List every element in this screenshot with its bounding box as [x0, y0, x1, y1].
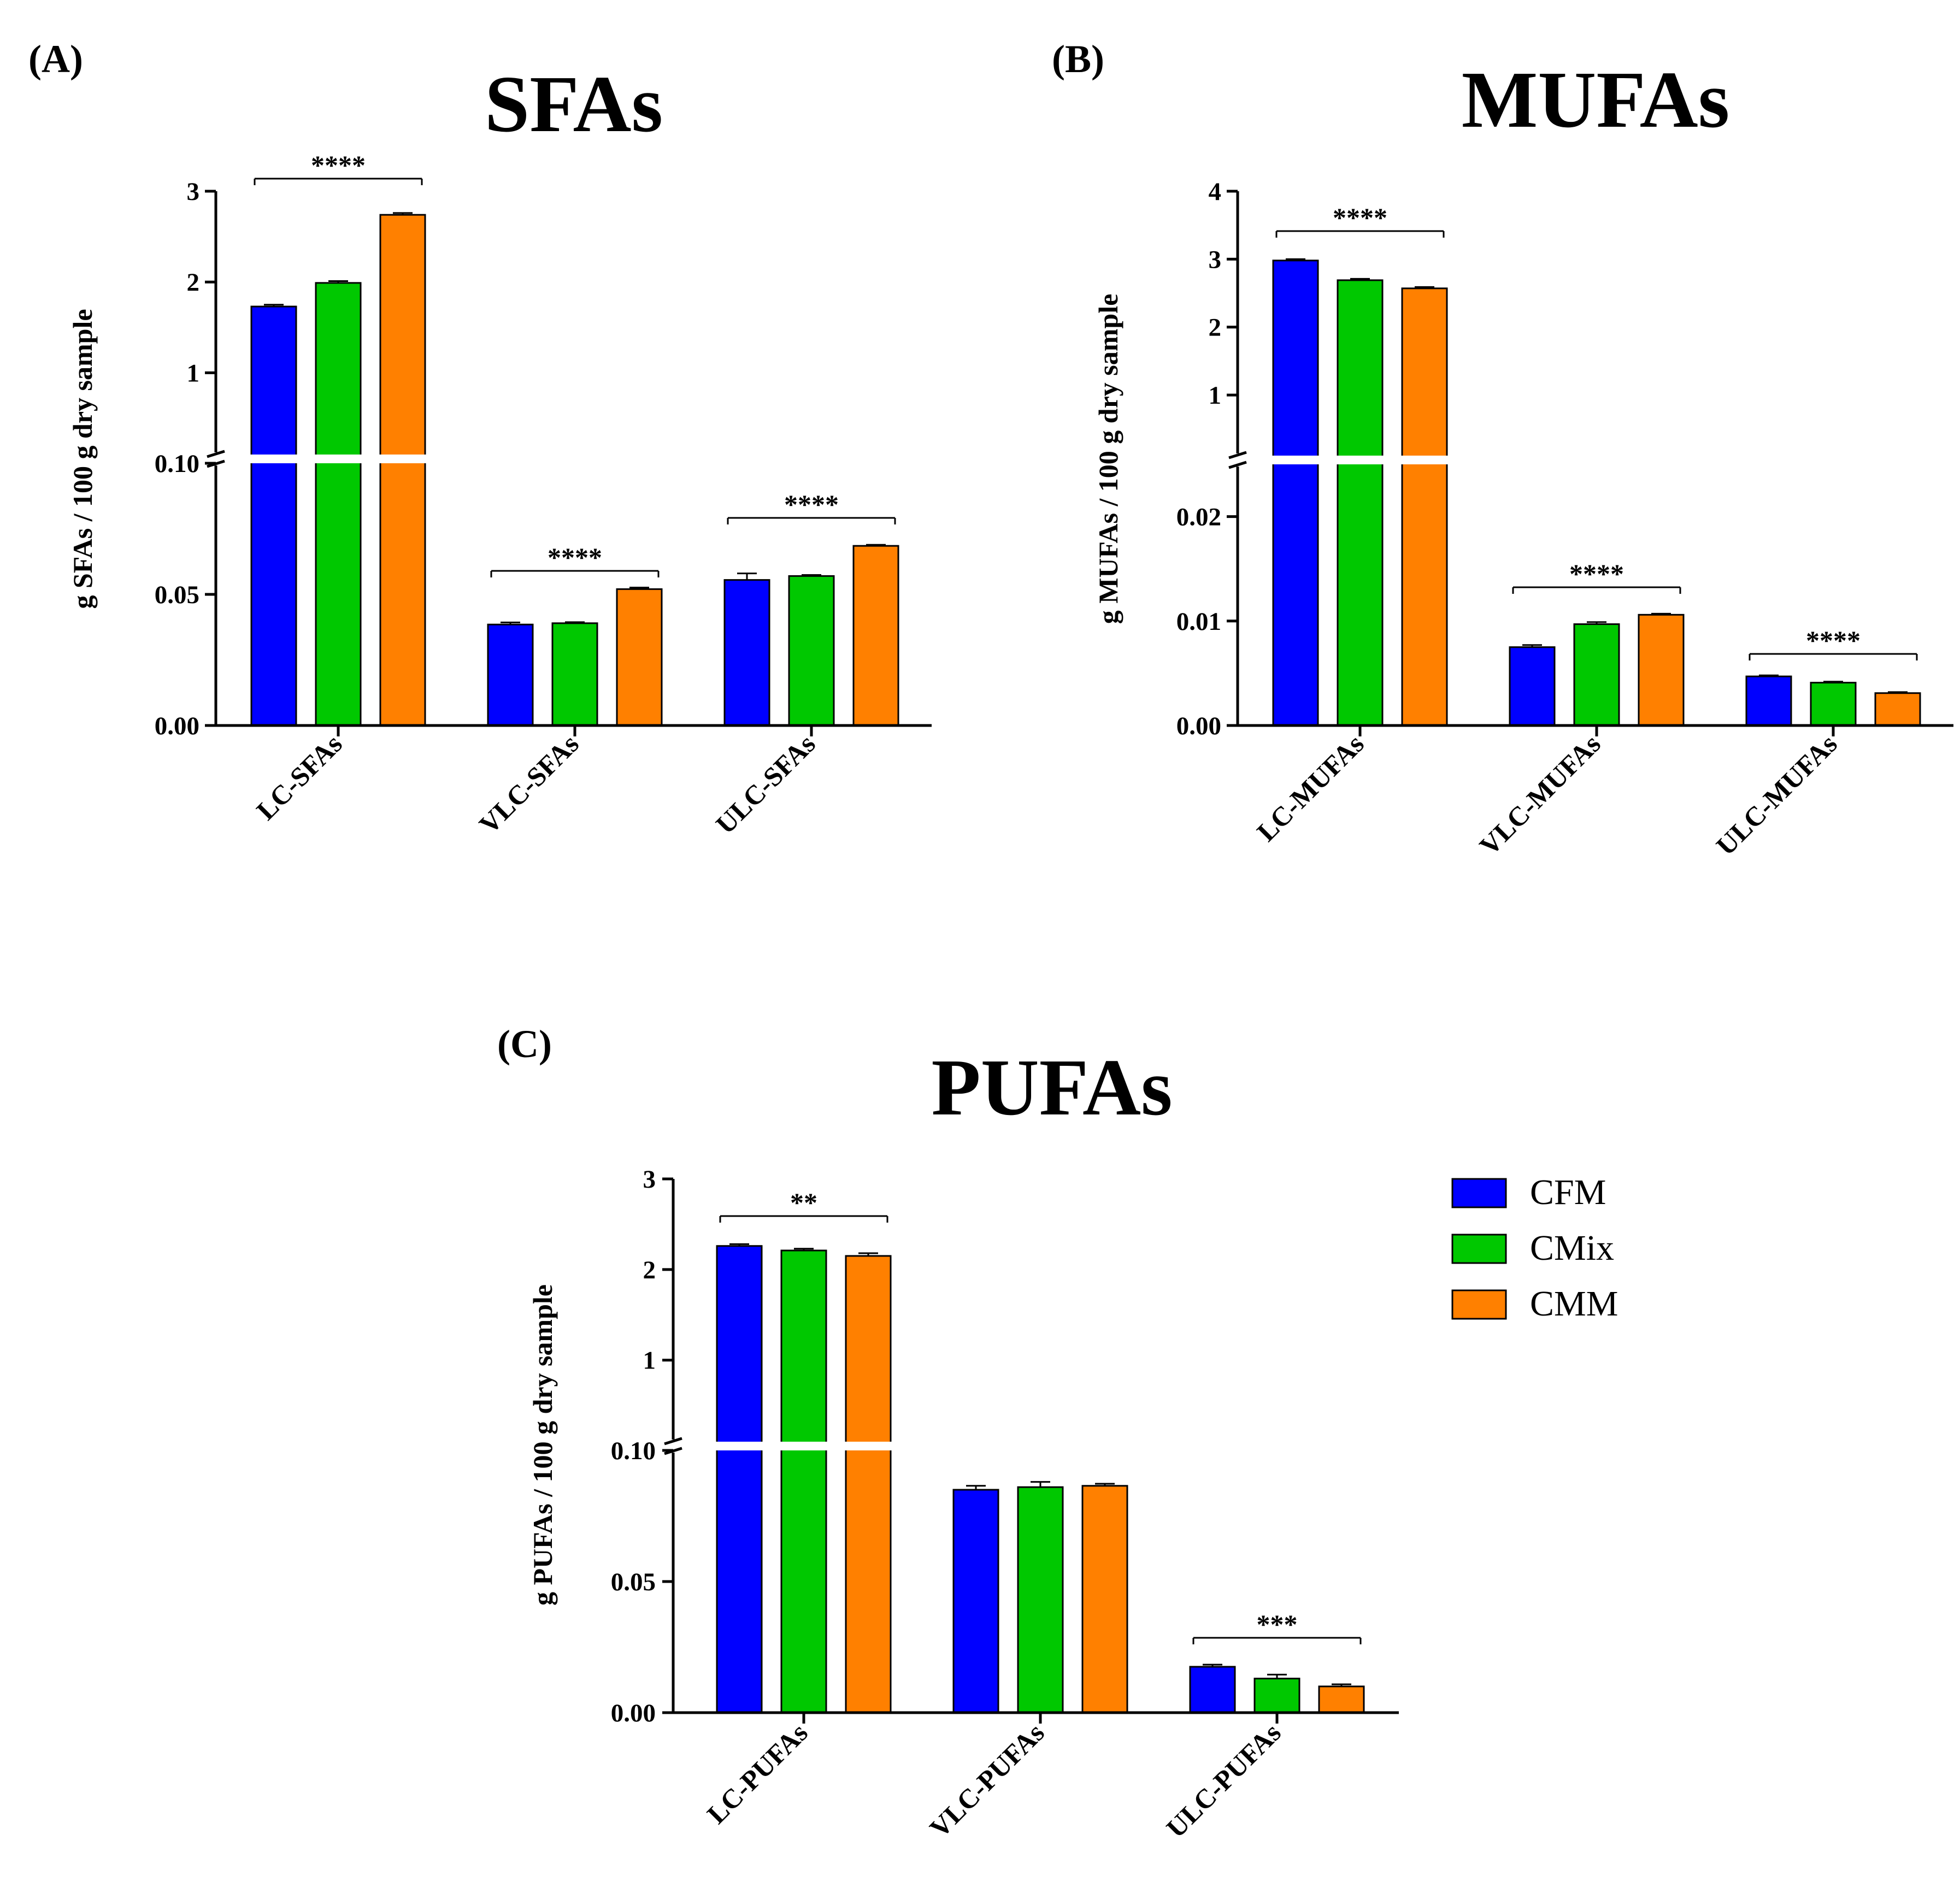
bar-cmm-ulc-sfas [852, 545, 899, 727]
y-tick-label: 0.10 [155, 450, 199, 478]
significance-stars: **** [784, 489, 839, 520]
bar-cmm-vlc-mufas [1638, 613, 1685, 727]
axis-break-gap [684, 1442, 1399, 1450]
bar-cmix-vlc-mufas [1573, 623, 1620, 727]
bar-cmm-ulc-pufas [1318, 1685, 1365, 1714]
bar-cfm-ulc-sfas [723, 579, 770, 727]
x-tick-label: ULC-PUFAs [1160, 1717, 1286, 1843]
panel-label: (C) [497, 1022, 552, 1066]
y-tick-label: 1 [187, 359, 200, 387]
legend: CFM CMix CMM [1451, 1172, 1618, 1324]
panel-label: (B) [1052, 37, 1104, 81]
y-tick-label: 1 [1209, 381, 1222, 410]
chart-panel-mufas: (B) MUFAs g MUFAs / 100 g dry sample 0.00 0.… [1052, 37, 1953, 861]
legend-swatch-cmix [1451, 1234, 1507, 1264]
legend-swatch-cfm [1451, 1178, 1507, 1208]
significance-stars: **** [1333, 202, 1387, 233]
y-tick-label: 3 [187, 178, 200, 206]
axis-break-mark-lower [1228, 461, 1247, 469]
bar-cmm-ulc-mufas [1874, 692, 1921, 727]
chart-title: MUFAs [1462, 55, 1729, 145]
chart-title: SFAs [485, 60, 663, 149]
legend-swatch-cmm [1451, 1289, 1507, 1320]
y-tick-label: 2 [187, 268, 200, 297]
y-tick-label: 0.00 [611, 1699, 656, 1727]
bar-cmix-ulc-pufas [1253, 1678, 1300, 1714]
y-tick-label: 3 [643, 1165, 656, 1194]
x-tick-label: LC-PUFAs [701, 1717, 814, 1830]
y-tick-label: 0.05 [155, 581, 199, 609]
bar-cmix-vlc-pufas [1017, 1486, 1064, 1714]
chart-panel-sfas: (A) SFAs g SFAs / 100 g dry sample 0.00 0.05… [28, 37, 932, 840]
bar-cfm-vlc-mufas [1509, 646, 1556, 727]
bar-cfm-lc-sfas [250, 305, 297, 727]
axis-break-mark-upper [664, 1437, 682, 1446]
bar-cmix-vlc-sfas [551, 622, 598, 727]
significance-stars: **** [1569, 558, 1624, 589]
y-tick-label: 0.02 [1176, 503, 1221, 532]
significance-stars: **** [1806, 625, 1861, 656]
y-tick-label: 0.05 [611, 1568, 656, 1596]
bar-cmm-lc-sfas [379, 214, 426, 727]
bar-cfm-lc-mufas [1272, 259, 1319, 727]
y-tick-label: 2 [643, 1256, 656, 1284]
y-tick-label: 0.00 [1176, 712, 1221, 740]
y-tick-label: 2 [1209, 314, 1222, 342]
bar-cmix-ulc-mufas [1810, 682, 1857, 727]
x-tick-label: VLC-SFAs [473, 728, 585, 840]
chart-panel-pufas: (C) PUFAs g PUFAs / 100 g dry sample 0.00 0.… [497, 1022, 1399, 1844]
bar-cfm-lc-pufas [716, 1245, 763, 1714]
axis-break-mark-upper [207, 450, 225, 458]
y-tick-label: 3 [1209, 245, 1222, 274]
x-tick-label: VLC-MUFAs [1474, 728, 1606, 861]
y-tick-label: 1 [643, 1347, 656, 1375]
x-tick-label: LC-SFAs [250, 728, 348, 825]
y-tick-label: 4 [1209, 178, 1222, 206]
chart-title: PUFAs [931, 1043, 1172, 1132]
bar-cmix-lc-sfas [315, 282, 362, 727]
bar-cfm-vlc-sfas [487, 623, 534, 727]
bar-cfm-ulc-pufas [1189, 1666, 1236, 1714]
x-tick-label: LC-MUFAs [1251, 728, 1370, 847]
legend-label-cmix: CMix [1530, 1228, 1614, 1268]
y-axis-label: g MUFAs / 100 g dry sample [1093, 294, 1123, 624]
axis-break-gap [227, 455, 932, 463]
x-tick-label: ULC-SFAs [710, 728, 821, 840]
bar-cmm-lc-pufas [845, 1255, 892, 1714]
legend-label-cmm: CMM [1530, 1284, 1618, 1324]
bar-cmix-lc-mufas [1337, 279, 1384, 727]
bar-cmix-lc-pufas [780, 1249, 827, 1714]
panel-label: (A) [28, 37, 83, 81]
axis-break-gap [1249, 456, 1953, 464]
bar-cfm-ulc-mufas [1745, 675, 1792, 727]
y-axis-label: g SFAs / 100 g dry sample [67, 309, 98, 609]
bar-cmm-lc-mufas [1401, 287, 1448, 727]
y-axis-label: g PUFAs / 100 g dry sample [527, 1284, 558, 1606]
significance-stars: *** [1257, 1609, 1298, 1639]
y-tick-label: 0.10 [611, 1437, 656, 1465]
legend-label-cfm: CFM [1530, 1172, 1606, 1212]
significance-stars: ** [790, 1187, 817, 1218]
bar-cfm-vlc-pufas [952, 1489, 999, 1714]
significance-stars: **** [548, 542, 602, 573]
y-tick-label: 0.01 [1176, 607, 1221, 636]
bar-cmm-vlc-sfas [616, 588, 663, 727]
bar-cmm-vlc-pufas [1081, 1485, 1128, 1714]
y-tick-label: 0.00 [155, 712, 199, 740]
x-tick-label: ULC-MUFAs [1710, 728, 1843, 861]
x-tick-label: VLC-PUFAs [923, 1717, 1050, 1843]
significance-stars: **** [311, 150, 366, 180]
bar-cmix-ulc-sfas [788, 575, 835, 727]
axis-break-mark-upper [1228, 451, 1247, 459]
